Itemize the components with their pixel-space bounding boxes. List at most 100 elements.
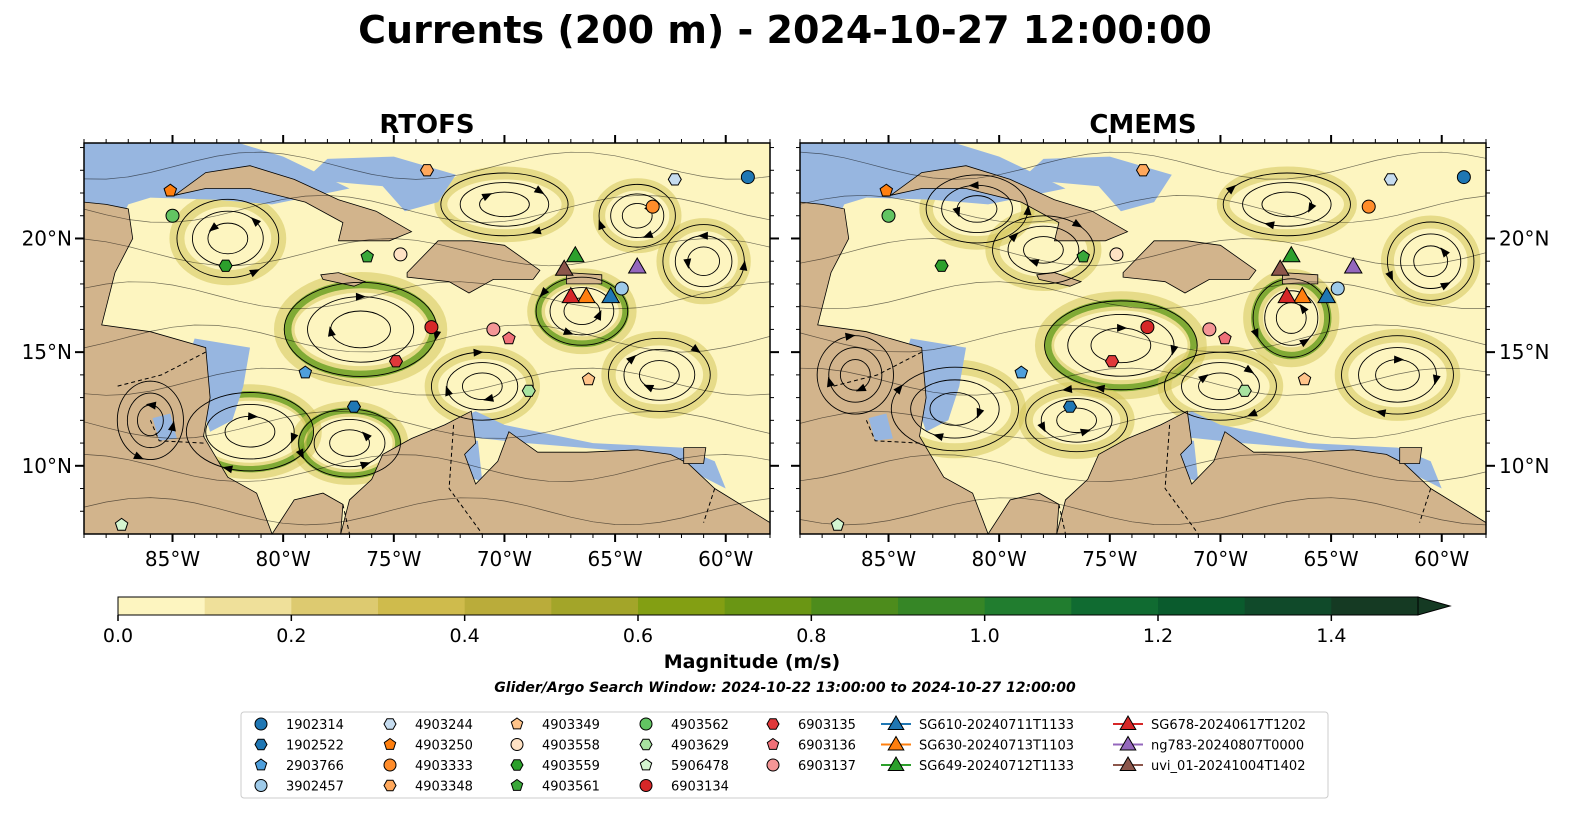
rtofs-flow-arrow [247, 412, 259, 421]
cmems-flow-arrow [1299, 338, 1310, 348]
cmems-streamline [816, 335, 894, 415]
cmems-flow-arrow [1008, 232, 1019, 243]
cmems-flow-arrow [952, 206, 961, 218]
colorbar-band [984, 597, 1072, 615]
legend-box [240, 711, 1329, 799]
cmems-streamline [839, 359, 871, 391]
rtofs-marker-ng783-20240807T0000 [627, 256, 647, 274]
cmems-marker-6903135 [1104, 355, 1120, 368]
colorbar-tick-label: 0.8 [796, 625, 826, 647]
rtofs-hispaniola-land [406, 240, 541, 294]
cmems-lat-tick-label: 15°N [1499, 340, 1549, 364]
rtofs-streamline [549, 287, 615, 336]
rtofs-marker-4903348 [419, 164, 435, 177]
cmems-marker-6903134 [1140, 320, 1155, 335]
cmems-streamline [828, 347, 883, 403]
legend-label: 4903349 [542, 718, 600, 733]
rtofs-flow-arrow [483, 393, 494, 402]
cmems-flow-arrow [976, 407, 985, 419]
rtofs-axis-ticks: 85°W 80°W 75°W 70°W 65°W 60°W 20°N 15°N 10°N [22, 135, 779, 571]
cmems-flow-arrow [845, 332, 856, 341]
legend-label: 4903250 [415, 739, 473, 754]
cmems-lat-tick-label: 20°N [1499, 226, 1549, 250]
cmems-marker-6903137 [1202, 322, 1217, 337]
rtofs-flow-arrow [249, 269, 260, 278]
cmems-marker-SG678-20240617T1202 [1277, 286, 1297, 304]
legend-marker-5906478 [639, 758, 653, 771]
cmems-marker-4903244 [1383, 173, 1398, 186]
rtofs-shallow-water [305, 156, 456, 212]
cmems-streamline [992, 215, 1095, 285]
cmems-streamline [1252, 278, 1330, 358]
rtofs-map-frame [83, 142, 771, 535]
rtofs-marker-4903559 [218, 259, 233, 272]
rtofs-streamline [535, 276, 629, 346]
cmems-marker-4903561 [1076, 249, 1090, 263]
cmems-streamline [1386, 221, 1475, 301]
cmems-streamline [1040, 398, 1113, 443]
cmems-flow-arrow [1198, 374, 1209, 384]
rtofs-flow-arrow [533, 185, 545, 195]
legend-marker-4903629 [639, 738, 653, 751]
rtofs-streamline [84, 281, 770, 310]
legend-label: 4903348 [415, 780, 473, 795]
rtofs-lon-tick-label: 80°W [256, 547, 311, 571]
rtofs-flow-arrow [598, 219, 606, 231]
rtofs-streamline [461, 372, 503, 400]
colorbar-band [464, 597, 552, 615]
cmems-flow-arrow [1243, 364, 1255, 374]
rtofs-map-panel: RTOFS 85°W 80°W 75°W 70°W 65°W 60°W 20°N 15°N 10… [22, 110, 779, 571]
rtofs-marker-SG649-20240712T1133 [565, 245, 585, 263]
colorbar-band [1158, 597, 1246, 615]
colorbar-band [118, 597, 206, 615]
rtofs-marker-4903558 [393, 247, 408, 262]
rtofs-flow-arrow [626, 354, 637, 365]
cmems-marker-6903136 [1218, 331, 1232, 345]
legend-label: 1902314 [286, 718, 344, 733]
colorbar-tick-label: 0.2 [276, 625, 306, 647]
legend-marker-4903561 [510, 778, 524, 791]
rtofs-marker-4903333 [645, 199, 660, 214]
rtofs-streamline [84, 410, 770, 439]
colorbar-tick-label: 0.4 [450, 625, 480, 647]
rtofs-streamline [446, 362, 519, 411]
colorbar-band [638, 597, 726, 615]
cmems-lake [868, 413, 893, 441]
legend-marker-4903558 [510, 738, 524, 751]
cmems-streamline [800, 410, 1486, 439]
cmems-marker-4903349 [1297, 372, 1312, 386]
legend-marker-4903333 [383, 758, 397, 772]
legend-label: ng783-20240807T0000 [1151, 739, 1304, 754]
cmems-trinidad-land [1399, 447, 1423, 464]
cmems-flow-arrow [933, 433, 944, 441]
rtofs-streamline [84, 367, 770, 396]
legend-marker-4903250 [383, 737, 397, 750]
rtofs-country-border [117, 351, 206, 387]
rtofs-lon-tick-label: 70°W [477, 547, 532, 571]
rtofs-flow-arrow [328, 326, 336, 337]
rtofs-lon-tick-label: 85°W [145, 547, 200, 571]
rtofs-country-border [703, 488, 716, 523]
rtofs-marker-SG610-20240711T1133 [601, 286, 621, 304]
rtofs-marker-4903562 [165, 208, 180, 223]
colorbar-band [551, 597, 639, 615]
rtofs-streamline [84, 151, 770, 180]
rtofs-marker-SG678-20240617T1202 [561, 286, 581, 304]
rtofs-flow-arrow [290, 432, 299, 444]
legend-marker-6903134 [639, 779, 653, 792]
colorbar-label: Magnitude (m/s) [664, 651, 841, 673]
cmems-marker-5906478 [830, 517, 845, 531]
cmems-map-area [800, 143, 1486, 534]
rtofs-flow-arrow [481, 193, 493, 202]
cmems-marker-1902314 [1456, 170, 1471, 185]
cmems-flow-arrow [1094, 384, 1106, 393]
colorbar-tick-label: 1.0 [970, 625, 1000, 647]
colorbar-band [1071, 597, 1159, 615]
rtofs-streamline [176, 198, 280, 279]
rtofs-streamline [205, 403, 295, 460]
cmems-central-america-land [800, 201, 989, 534]
rtofs-marker-uvi_01-20241004T1402 [554, 259, 574, 276]
rtofs-marker-1902314 [740, 170, 755, 185]
rtofs-lon-tick-label: 75°W [366, 547, 421, 571]
